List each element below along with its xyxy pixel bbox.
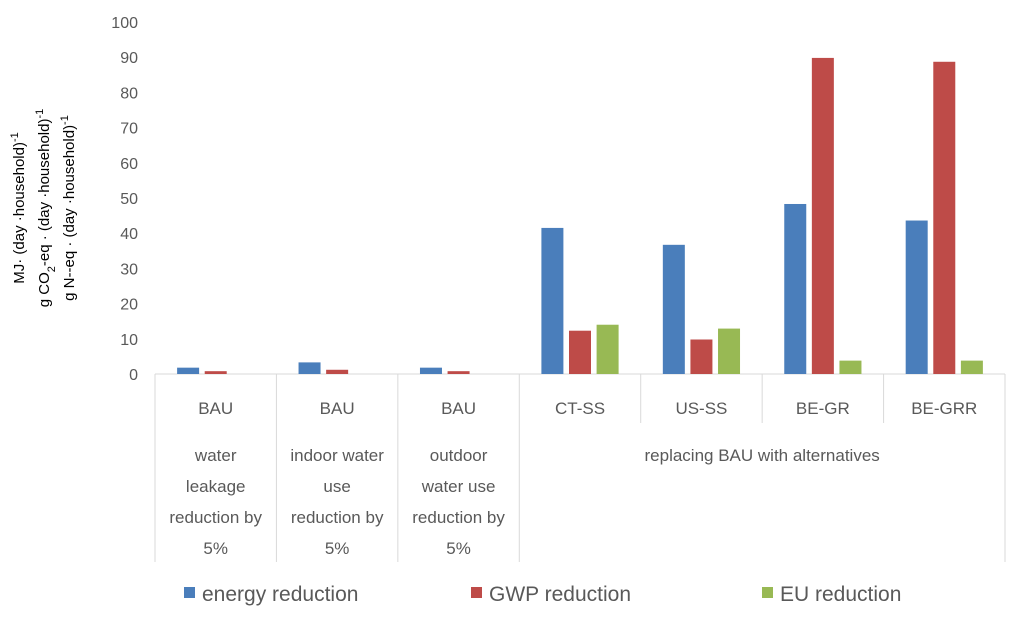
bar	[204, 371, 227, 374]
bar	[326, 369, 349, 374]
y-axis-ticks: 0 10 20 30 40 50 60 70 80 90 100	[111, 15, 138, 384]
group-labels: water leakage reduction by 5% indoor water us…	[169, 446, 879, 558]
legend-swatch	[762, 587, 773, 598]
bar	[933, 61, 956, 374]
legend: energy reduction GWP reduction EU reductio…	[184, 583, 901, 606]
y-tick-label: 40	[120, 226, 138, 243]
bar	[447, 371, 470, 374]
category-label: BE-GR	[796, 399, 850, 418]
bar	[784, 203, 807, 374]
y-tick-label: 80	[120, 85, 138, 102]
category-label: CT-SS	[555, 399, 605, 418]
group-label: outdoor water use reduction by 5%	[412, 446, 505, 558]
bar	[811, 57, 834, 375]
group-label: indoor water use reduction by 5%	[290, 446, 384, 558]
bars	[177, 57, 983, 375]
group-label: replacing BAU with alternatives	[645, 446, 880, 465]
y-tick-label: 10	[120, 332, 138, 349]
y-tick-label: 30	[120, 261, 138, 278]
legend-swatch	[471, 587, 482, 598]
category-label: BAU	[320, 399, 355, 418]
y-tick-label: 20	[120, 297, 138, 314]
y-axis-label-line: g N--eq · (day ·household)-1	[59, 115, 78, 301]
bar	[298, 362, 321, 374]
bar	[662, 244, 685, 374]
category-label: US-SS	[675, 399, 727, 418]
y-tick-label: 90	[120, 50, 138, 67]
bar	[690, 339, 713, 374]
legend-label: EU reduction	[780, 583, 901, 606]
y-axis-label-line: g CO2-eq · (day ·household)-1	[34, 109, 58, 308]
bar	[718, 328, 741, 374]
y-axis-label: MJ· (day ·household)-1 g CO2-eq · (day ·h…	[9, 109, 78, 308]
y-tick-label: 0	[129, 367, 138, 384]
bar	[569, 330, 591, 374]
legend-label: energy reduction	[202, 583, 358, 606]
bar	[905, 220, 928, 374]
bar	[596, 324, 619, 374]
bar	[960, 360, 983, 374]
category-label: BE-GRR	[911, 399, 977, 418]
y-tick-label: 100	[111, 15, 138, 32]
group-label: water leakage reduction by 5%	[169, 446, 262, 558]
y-tick-label: 60	[120, 156, 138, 173]
bar	[839, 360, 862, 374]
category-labels: BAU BAU BAU CT-SS US-SS BE-GR BE-GRR	[198, 399, 977, 418]
bar	[419, 367, 442, 374]
legend-label: GWP reduction	[489, 583, 631, 606]
legend-swatch	[184, 587, 195, 598]
bar	[177, 367, 200, 374]
y-tick-label: 70	[120, 121, 138, 138]
category-label: BAU	[441, 399, 476, 418]
bar	[541, 227, 564, 374]
category-label: BAU	[198, 399, 233, 418]
y-tick-label: 50	[120, 191, 138, 208]
y-axis-label-line: MJ· (day ·household)-1	[9, 132, 28, 284]
